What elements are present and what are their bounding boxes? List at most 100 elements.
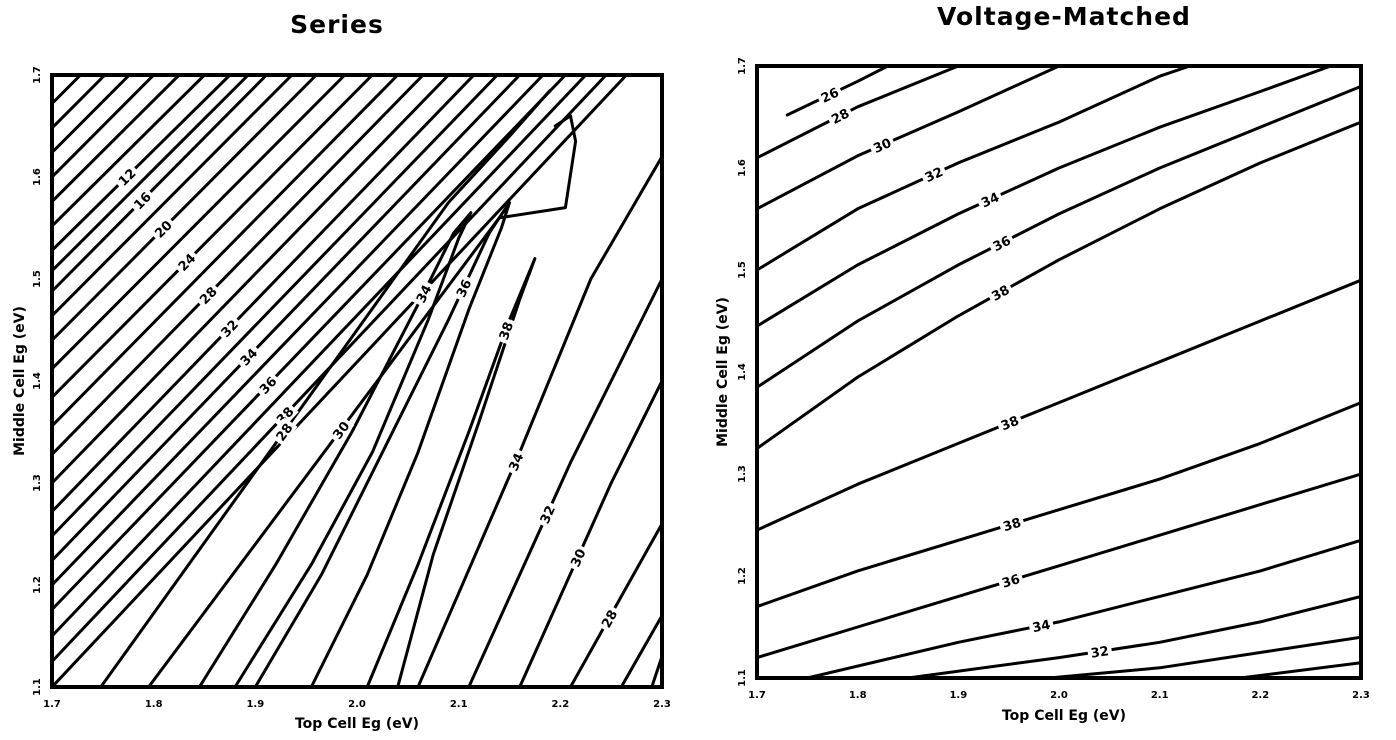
voltage-matched-contour-label: 30 [871,136,894,157]
series-contour-label: 34 [414,283,435,306]
series-contour-line [52,75,268,293]
voltage-matched-contour-line [757,120,1361,450]
series-y-tick-label: 1.2 [32,576,43,594]
voltage-matched-contour-line [757,278,1361,532]
voltage-matched-panel: Voltage-Matched 262830323436383838363432… [715,2,1370,724]
voltage-matched-contour-line [757,401,1361,609]
series-y-tick-label: 1.6 [32,168,43,186]
series-contour-label: 32 [538,504,559,527]
voltage-matched-contour-line [757,66,1192,272]
series-contour-line [52,75,250,273]
series-contour-line [365,257,537,687]
voltage-matched-contour-label-bg [995,410,1024,435]
series-contour-label-bg [270,400,299,430]
series-x-tick-label: 1.9 [246,699,264,710]
voltage-matched-y-tick-label: 1.1 [737,669,748,687]
voltage-matched-y-tick-label: 1.4 [737,363,748,381]
series-contour-line [147,114,578,687]
series-contour-label-bg [234,342,263,371]
series-contour-line [253,201,511,687]
series-x-tick-label: 2.3 [653,699,671,710]
voltage-matched-x-tick-label: 1.7 [748,690,766,701]
voltage-matched-x-tick-label: 1.8 [849,690,867,701]
series-contour-line [416,155,662,687]
voltage-matched-contour-line [757,66,960,160]
series-contour-line [197,211,473,687]
series-x-ticks: 1.7 1.8 1.9 2.0 2.1 2.2 2.3 [43,699,671,710]
series-x-axis-label: Top Cell Eg (eV) [295,716,419,732]
voltage-matched-contour-line [1047,635,1361,678]
series-y-axis-label: Middle Cell Eg (eV) [12,306,28,456]
series-contour-label-bg [327,415,355,445]
series-contour-line [52,75,567,611]
series-contour-label-bg [253,370,282,400]
voltage-matched-contour-line [757,472,1361,660]
voltage-matched-x-ticks: 1.7 1.8 1.9 2.0 2.1 2.2 2.3 [748,690,1370,701]
series-x-tick-label: 2.2 [551,699,569,710]
series-x-tick-label: 1.8 [145,699,163,710]
series-y-ticks: 1.1 1.2 1.3 1.4 1.5 1.6 1.7 [32,66,43,696]
voltage-matched-contour-label: 34 [979,190,1002,211]
series-contour-line [619,614,662,687]
series-plot-frame [50,73,664,689]
voltage-matched-plot-frame [755,64,1363,680]
voltage-matched-contour-line [805,538,1361,678]
voltage-matched-x-axis-label: Top Cell Eg (eV) [1002,708,1126,724]
series-contour-label-bg [193,280,222,310]
voltage-matched-contour-line [757,66,1061,211]
voltage-matched-contour-label-bg [987,230,1016,256]
series-contour-line [52,75,206,228]
series-contour-label-bg [565,543,590,572]
series-y-tick-label: 1.7 [32,66,43,84]
series-contour-label: 30 [569,547,590,570]
voltage-matched-contour-label: 38 [1001,516,1023,536]
series-y-tick-label: 1.5 [32,270,43,288]
series-contours [52,75,662,687]
series-contour-label: 34 [507,451,528,474]
series-contour-label-bg [172,247,201,277]
voltage-matched-x-tick-label: 2.2 [1251,690,1269,701]
series-y-tick-label: 1.1 [32,678,43,696]
series-contour-line [52,75,588,638]
series-y-tick-label: 1.3 [32,474,43,492]
series-contour-line [99,88,552,687]
series-contour-line [52,75,499,538]
series-contour-label-bg [451,273,476,303]
series-contour-label-bg [127,186,157,215]
voltage-matched-contour-label: 26 [819,85,842,106]
series-y-tick-label: 1.4 [32,372,43,390]
series-x-tick-label: 2.1 [450,699,468,710]
series-contour-line [52,75,107,130]
voltage-matched-contour-label: 28 [829,106,852,128]
series-contour-label-bg [503,447,528,476]
voltage-matched-contour-line [906,594,1361,678]
series-contour-line [52,75,181,203]
voltage-matched-contour-line [1238,661,1361,678]
series-contour-label-bg [215,314,244,343]
voltage-matched-y-tick-label: 1.2 [737,567,748,585]
voltage-matched-contour-label: 36 [991,234,1014,256]
series-contour-line [52,75,318,342]
series-contour-line [52,75,232,252]
voltage-matched-y-ticks: 1.1 1.2 1.3 1.4 1.5 1.6 1.7 [737,57,748,687]
series-contour-line [52,75,294,318]
voltage-matched-contour-line [757,84,1361,389]
series-contour-line [52,75,425,456]
voltage-matched-x-tick-label: 2.3 [1352,690,1370,701]
voltage-matched-contour-label: 32 [1090,644,1110,662]
series-contour-line [52,75,131,154]
voltage-matched-contour-label: 38 [999,414,1021,435]
series-x-tick-label: 1.7 [43,699,61,710]
series-contour-label-bg [534,500,560,529]
voltage-matched-contour-label-bg [1086,641,1113,662]
series-contour-line [52,75,82,106]
voltage-matched-contour-label-bg [975,187,1005,212]
series-contour-label-bg [148,214,178,243]
series-contour-label-bg [270,417,298,447]
series-contour-line [52,75,545,587]
voltage-matched-contour-line [785,66,890,117]
series-contour-label-bg [596,604,622,633]
